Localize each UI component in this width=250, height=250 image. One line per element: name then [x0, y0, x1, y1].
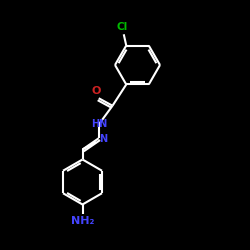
Text: Cl: Cl [117, 22, 128, 32]
Text: HN: HN [90, 120, 107, 130]
Text: O: O [91, 86, 101, 96]
Text: N: N [99, 134, 107, 144]
Text: NH₂: NH₂ [71, 216, 94, 226]
